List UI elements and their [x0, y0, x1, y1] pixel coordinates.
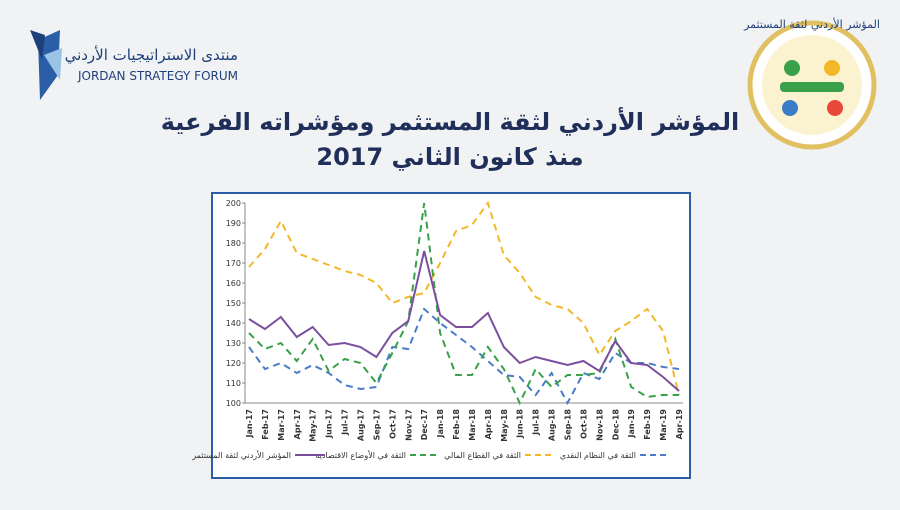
- x-tick-label: Nov-17: [404, 409, 413, 441]
- x-tick-label: Sep-17: [372, 409, 381, 440]
- x-tick-label: May-17: [309, 409, 318, 442]
- x-tick-label: May-18: [500, 409, 509, 442]
- series-line: [248, 250, 680, 392]
- y-tick-label: 160: [226, 279, 241, 288]
- x-tick-label: Jun-18: [516, 409, 525, 439]
- x-tick-label: Feb-17: [261, 409, 270, 440]
- y-tick-label: 150: [226, 299, 241, 308]
- logo-en: JORDAN STRATEGY FORUM: [77, 69, 238, 83]
- x-tick-label: Apr-18: [484, 409, 493, 440]
- legend-label: المؤشر الأردني لثقة المستثمر: [191, 450, 291, 460]
- y-tick-label: 100: [226, 399, 241, 408]
- x-tick-label: Mar-18: [468, 409, 477, 441]
- x-tick-label: Oct-18: [579, 409, 588, 439]
- x-tick-label: Feb-19: [643, 409, 652, 440]
- y-tick-label: 120: [226, 359, 241, 368]
- y-tick-label: 130: [226, 339, 241, 348]
- chart-subtitle: منذ كانون الثاني 2017: [316, 143, 583, 171]
- legend-label: الثقة في الأوضاع الاقتصادية: [315, 450, 406, 460]
- x-tick-label: Apr-17: [293, 409, 302, 439]
- x-tick-label: Mar-17: [277, 409, 286, 441]
- x-tick-label: Sep-18: [564, 409, 573, 441]
- x-tick-label: Jan-17: [245, 409, 254, 439]
- y-tick-label: 110: [226, 379, 241, 388]
- x-tick-label: Oct-17: [388, 409, 397, 439]
- legend-label: الثقة في القطاع المالي: [444, 451, 521, 460]
- x-tick-label: Jan-19: [627, 409, 636, 439]
- x-tick-label: Aug-18: [548, 409, 557, 442]
- jsf-logo: [30, 30, 62, 100]
- x-tick-label: Jul-18: [532, 409, 541, 436]
- y-tick-label: 190: [226, 219, 241, 228]
- y-tick-label: 140: [226, 319, 241, 328]
- y-tick-label: 180: [226, 239, 241, 248]
- chart-title: المؤشر الأردني لثقة المستثمر ومؤشراته ال…: [161, 107, 740, 136]
- badge-logo: [747, 20, 877, 150]
- x-tick-label: Mar-19: [659, 409, 668, 441]
- series-line: [248, 200, 680, 396]
- x-tick-label: Feb-18: [452, 409, 461, 440]
- x-tick-label: Jul-17: [341, 409, 350, 436]
- x-tick-label: Dec-17: [420, 409, 429, 440]
- x-tick-label: Dec-18: [611, 409, 620, 441]
- legend-label: الثقة في النظام النقدي: [560, 451, 636, 460]
- y-tick-label: 170: [226, 259, 241, 268]
- x-tick-label: Jan-18: [436, 409, 445, 439]
- series-line: [248, 307, 680, 406]
- y-tick-label: 200: [226, 199, 241, 208]
- x-tick-label: Apr-19: [675, 409, 684, 440]
- badge-text: المؤشر الأردني لثقة المستثمر: [743, 17, 880, 31]
- logo-ar: منتدى الاستراتيجيات الأردني: [65, 45, 238, 65]
- x-tick-label: Nov-18: [595, 409, 604, 441]
- x-tick-label: Jun-17: [325, 409, 334, 439]
- x-tick-label: Aug-17: [356, 409, 365, 441]
